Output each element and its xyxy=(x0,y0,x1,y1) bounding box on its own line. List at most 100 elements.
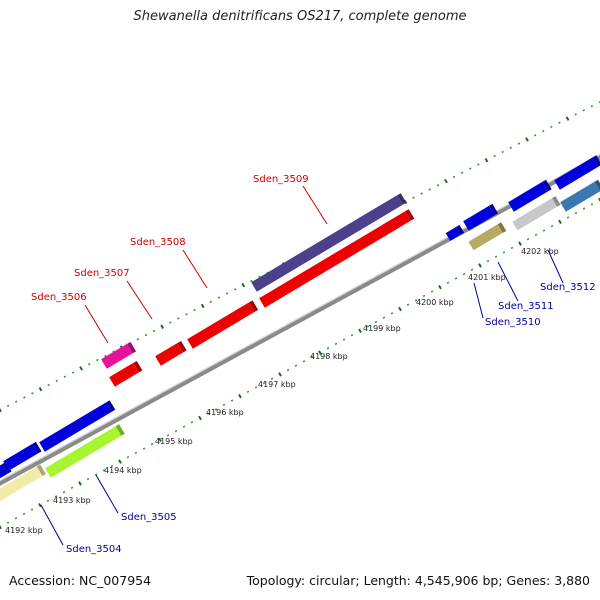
gene-g0b[interactable] xyxy=(3,441,42,471)
tick-mark xyxy=(102,469,106,472)
gene-face xyxy=(456,224,465,235)
gene-face xyxy=(542,179,552,192)
tick-mark xyxy=(310,355,314,359)
genome-backbone-highlight xyxy=(0,153,600,482)
tick-mark xyxy=(22,512,26,516)
label-leader-line xyxy=(84,304,109,344)
tick-mark xyxy=(533,134,537,137)
tick-mark xyxy=(469,167,472,170)
tick-mark xyxy=(174,429,178,433)
tick-mark xyxy=(150,442,154,446)
tick-mark xyxy=(470,268,474,271)
tick-mark xyxy=(6,521,10,524)
gene-gs3[interactable] xyxy=(554,155,600,190)
gene-g3507[interactable] xyxy=(155,340,187,366)
tick-mark xyxy=(550,224,554,228)
gene-g0a[interactable] xyxy=(0,462,12,484)
gene-face xyxy=(560,181,600,212)
tick-mark xyxy=(582,207,586,210)
tick-mark xyxy=(454,277,458,280)
label-leader-line xyxy=(40,504,64,546)
genome-backbone xyxy=(0,155,600,486)
gene-face xyxy=(2,462,12,474)
gene-g0c[interactable] xyxy=(39,400,116,452)
gene-face xyxy=(0,466,43,502)
tick-mark xyxy=(71,371,75,374)
gene-g3506b[interactable] xyxy=(109,360,143,387)
tick-mark xyxy=(217,296,221,299)
gene-g3511[interactable] xyxy=(468,222,507,251)
gene-face xyxy=(463,205,495,231)
gene-g3512[interactable] xyxy=(512,196,561,231)
gene-face xyxy=(115,424,125,436)
gene-label-g3509: Sden_3509 xyxy=(253,174,309,185)
gene-g3508[interactable] xyxy=(187,300,259,349)
gene-g3508b[interactable] xyxy=(259,209,415,308)
gene-gs4[interactable] xyxy=(560,179,600,212)
tick-mark xyxy=(47,383,50,387)
tick-mark xyxy=(477,163,480,166)
tick-mark xyxy=(185,313,188,316)
label-leader-line xyxy=(497,261,519,302)
tick-mark xyxy=(366,325,370,328)
tick-mark xyxy=(502,251,506,254)
tick-mark xyxy=(87,363,91,366)
tick-mark xyxy=(254,386,258,389)
tick-mark xyxy=(166,434,170,437)
gene-label-g3505: Sden_3505 xyxy=(121,512,177,523)
tick-mark xyxy=(31,392,34,395)
gene-face xyxy=(155,342,184,366)
tick-mark xyxy=(54,495,58,498)
tick-mark xyxy=(478,263,482,268)
tick-mark xyxy=(420,192,423,195)
gene-label-g3508: Sden_3508 xyxy=(130,237,186,248)
scale-tick-label: 4195 kbp xyxy=(155,437,193,446)
label-leader-line xyxy=(126,280,153,320)
tick-mark xyxy=(452,175,456,179)
gene-g3510[interactable] xyxy=(463,203,499,231)
tick-mark xyxy=(542,229,546,232)
tick-mark xyxy=(350,333,354,337)
tick-mark xyxy=(230,399,234,402)
tick-mark xyxy=(30,508,34,511)
gene-label-g3507: Sden_3507 xyxy=(74,268,130,279)
tick-mark xyxy=(222,403,226,407)
tick-mark xyxy=(460,171,464,174)
tick-mark xyxy=(62,490,66,494)
tick-mark xyxy=(582,109,586,112)
gene-face xyxy=(259,211,411,308)
tick-mark xyxy=(398,306,402,312)
tick-mark xyxy=(0,408,2,413)
gene-g3509[interactable] xyxy=(251,193,407,292)
tick-mark xyxy=(390,312,394,315)
tick-mark xyxy=(534,233,538,237)
tick-mark xyxy=(6,404,10,408)
tick-mark xyxy=(14,400,18,403)
tick-mark xyxy=(278,372,282,377)
gene-gs2[interactable] xyxy=(508,179,552,212)
tick-mark xyxy=(486,259,490,263)
gene-face xyxy=(512,198,558,231)
gene-g3506[interactable] xyxy=(101,341,137,369)
gene-face xyxy=(497,222,507,233)
gene-face xyxy=(126,341,137,354)
tick-mark xyxy=(233,288,237,291)
tick-mark xyxy=(598,197,600,202)
gene-face xyxy=(36,464,46,477)
tick-mark xyxy=(558,219,562,225)
tick-mark xyxy=(342,338,346,341)
tick-mark xyxy=(190,421,194,424)
tick-mark xyxy=(501,150,504,154)
gene-g3504[interactable] xyxy=(0,464,46,507)
tick-mark xyxy=(574,113,577,116)
scale-tick-label: 4194 kbp xyxy=(104,466,142,475)
scale-tick-label: 4202 kbp xyxy=(521,247,559,256)
tick-mark xyxy=(326,347,330,350)
gene-gs1[interactable] xyxy=(445,224,465,241)
gene-face xyxy=(592,155,600,167)
gene-g3505[interactable] xyxy=(45,424,125,478)
tick-mark xyxy=(144,333,148,337)
tick-mark xyxy=(286,368,290,372)
tick-mark xyxy=(590,203,594,206)
